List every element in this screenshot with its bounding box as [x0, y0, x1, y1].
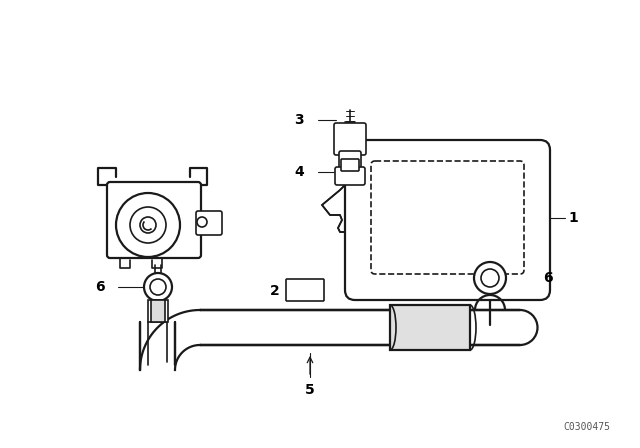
Bar	[151, 300, 165, 322]
FancyBboxPatch shape	[341, 159, 359, 171]
Circle shape	[144, 273, 172, 301]
Text: 2: 2	[270, 284, 280, 298]
Text: 6: 6	[543, 271, 552, 285]
Text: 4: 4	[294, 165, 304, 179]
Polygon shape	[140, 322, 175, 370]
Circle shape	[130, 207, 166, 243]
FancyBboxPatch shape	[196, 211, 222, 235]
Circle shape	[474, 262, 506, 294]
Circle shape	[197, 217, 207, 227]
FancyBboxPatch shape	[339, 151, 361, 169]
Circle shape	[481, 269, 499, 287]
Text: 3: 3	[294, 113, 304, 127]
Polygon shape	[322, 175, 355, 232]
Text: C0300475: C0300475	[563, 422, 610, 432]
Circle shape	[140, 217, 156, 233]
Polygon shape	[200, 310, 520, 345]
FancyBboxPatch shape	[334, 123, 366, 155]
Circle shape	[116, 193, 180, 257]
Text: 5: 5	[305, 383, 315, 397]
Bar	[148, 300, 168, 322]
Text: 6: 6	[95, 280, 105, 294]
Bar	[390, 305, 470, 350]
FancyBboxPatch shape	[345, 140, 550, 300]
Circle shape	[150, 279, 166, 295]
FancyBboxPatch shape	[335, 167, 365, 185]
FancyBboxPatch shape	[371, 161, 524, 274]
FancyBboxPatch shape	[286, 279, 324, 301]
FancyBboxPatch shape	[107, 182, 201, 258]
Polygon shape	[140, 310, 200, 370]
Text: 1: 1	[568, 211, 578, 225]
